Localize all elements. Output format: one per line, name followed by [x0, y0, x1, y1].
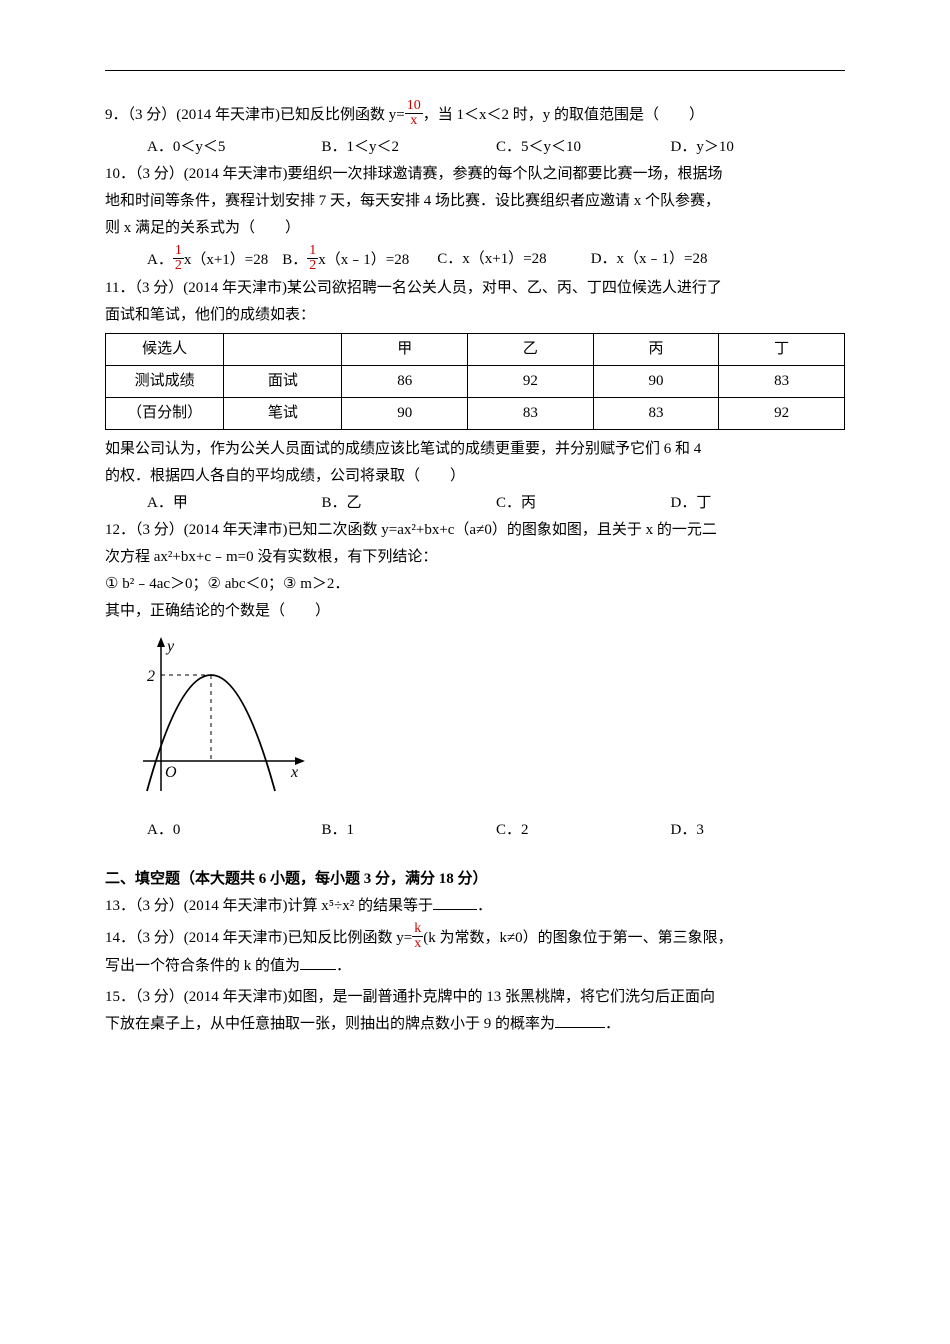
cell: 测试成绩 — [106, 366, 224, 398]
q10-b-pre: B． — [282, 252, 307, 268]
cell: 面试 — [224, 366, 342, 398]
y-label: y — [165, 638, 175, 655]
q12-options: A．0 B．1 C．2 D．3 — [105, 817, 845, 844]
q14-line2: 写出一个符合条件的 k 的值为 — [105, 958, 300, 974]
question-13: 13．（3 分）(2014 年天津市)计算 x⁵÷x² 的结果等于 ． — [105, 893, 845, 920]
table-row: （百分制） 笔试 90 83 83 92 — [106, 398, 845, 430]
q9-fraction: 10x — [405, 99, 423, 128]
q12-line1: 12．（3 分）(2014 年天津市)已知二次函数 y=ax²+bx+c（a≠0… — [105, 517, 845, 544]
q11-line3: 如果公司认为，作为公关人员面试的成绩应该比笔试的成绩更重要，并分别赋予它们 6 … — [105, 436, 845, 463]
origin-label: O — [165, 764, 177, 781]
top-rule — [105, 70, 845, 71]
cell: 92 — [468, 366, 594, 398]
section-2-header: 二、填空题（本大题共 6 小题，每小题 3 分，满分 18 分） — [105, 866, 845, 893]
q11-table-header: 候选人 甲 乙 丙 丁 — [106, 334, 845, 366]
q12-opt-d: D．3 — [671, 817, 846, 844]
q9-text: 9．（3 分）(2014 年天津市)已知反比例函数 y= — [105, 107, 405, 123]
page-container: 9．（3 分）(2014 年天津市)已知反比例函数 y=10x，当 1＜x＜2 … — [0, 0, 950, 1344]
spacer — [105, 844, 845, 856]
q10-line3: 则 x 满足的关系式为（ ） — [105, 215, 845, 242]
q10-opt-d: D．x（x﹣1）=28 — [591, 246, 708, 275]
q13-text: 13．（3 分）(2014 年天津市)计算 x⁵÷x² 的结果等于 — [105, 898, 433, 914]
q11-options: A．甲 B．乙 C．丙 D．丁 — [105, 490, 845, 517]
q14-pre: 14．（3 分）(2014 年天津市)已知反比例函数 y= — [105, 930, 412, 946]
q11-opt-a: A．甲 — [147, 490, 322, 517]
q11-opt-d: D．丁 — [671, 490, 846, 517]
parabola-svg: 2 y x O — [133, 631, 313, 803]
q10-b-post: x（x﹣1）=28 — [318, 252, 409, 268]
q12-opt-c: C．2 — [496, 817, 671, 844]
q9-options: A．0＜y＜5 B．1＜y＜2 C．5＜y＜10 D．y＞10 — [105, 134, 845, 161]
q13-tail: ． — [477, 898, 492, 914]
q10-line2: 地和时间等条件，赛程计划安排 7 天，每天安排 4 场比赛．设比赛组织者应邀请 … — [105, 188, 845, 215]
q9-tail: ，当 1＜x＜2 时，y 的取值范围是（ ） — [423, 107, 704, 123]
q12-opt-a: A．0 — [147, 817, 322, 844]
q14-blank — [300, 954, 336, 970]
th-yi: 乙 — [468, 334, 594, 366]
q11-line1: 11．（3 分）(2014 年天津市)某公司欲招聘一名公关人员，对甲、乙、丙、丁… — [105, 275, 845, 302]
q10-opt-a: A．12x（x+1）=28 — [147, 246, 268, 275]
x-label: x — [290, 764, 298, 781]
q11-line4: 的权．根据四人各自的平均成绩，公司将录取（ ） — [105, 463, 845, 490]
th-jia: 甲 — [342, 334, 468, 366]
cell: 86 — [342, 366, 468, 398]
question-15: 15．（3 分）(2014 年天津市)如图，是一副普通扑克牌中的 13 张黑桃牌… — [105, 984, 845, 1038]
q10-opt-c: C．x（x+1）=28 — [437, 246, 546, 275]
question-10: 10．（3 分）(2014 年天津市)要组织一次排球邀请赛，参赛的每个队之间都要… — [105, 161, 845, 242]
q15-tail: ． — [605, 1016, 620, 1032]
y-arrow-icon — [157, 637, 165, 647]
cell: 92 — [719, 398, 845, 430]
q10-a-fraction: 12 — [173, 244, 184, 273]
q9-opt-a: A．0＜y＜5 — [147, 134, 322, 161]
q9-opt-b: B．1＜y＜2 — [322, 134, 497, 161]
cell: 笔试 — [224, 398, 342, 430]
cell: 83 — [593, 398, 719, 430]
q10-options: A．12x（x+1）=28 B．12x（x﹣1）=28 C．x（x+1）=28 … — [105, 246, 845, 275]
cell: （百分制） — [106, 398, 224, 430]
cell: 90 — [593, 366, 719, 398]
q10-a-pre: A． — [147, 252, 173, 268]
th-ding: 丁 — [719, 334, 845, 366]
q10-b-fraction: 12 — [307, 244, 318, 273]
q12-opt-b: B．1 — [322, 817, 497, 844]
cell: 83 — [719, 366, 845, 398]
q11-line2: 面试和笔试，他们的成绩如表： — [105, 302, 845, 329]
q12-line4: 其中，正确结论的个数是（ ） — [105, 598, 845, 625]
table-row: 测试成绩 面试 86 92 90 83 — [106, 366, 845, 398]
q12-line3: ① b²﹣4ac＞0；② abc＜0；③ m＞2． — [105, 571, 845, 598]
q14-fraction: kx — [412, 922, 423, 951]
q11-table: 候选人 甲 乙 丙 丁 测试成绩 面试 86 92 90 83 （百分制） 笔试… — [105, 333, 845, 430]
q10-line1: 10．（3 分）(2014 年天津市)要组织一次排球邀请赛，参赛的每个队之间都要… — [105, 161, 845, 188]
q14-tail: ． — [336, 958, 351, 974]
q14-mid: (k 为常数，k≠0）的图象位于第一、第三象限， — [423, 930, 732, 946]
q9-opt-d: D．y＞10 — [671, 134, 846, 161]
q13-blank — [433, 894, 477, 910]
th-candidate: 候选人 — [106, 334, 224, 366]
th-bing: 丙 — [593, 334, 719, 366]
q11-opt-c: C．丙 — [496, 490, 671, 517]
q15-line2: 下放在桌子上，从中任意抽取一张，则抽出的牌点数小于 9 的概率为 — [105, 1016, 555, 1032]
q15-line1: 15．（3 分）(2014 年天津市)如图，是一副普通扑克牌中的 13 张黑桃牌… — [105, 984, 845, 1011]
q9-opt-c: C．5＜y＜10 — [496, 134, 671, 161]
q15-blank — [555, 1012, 605, 1028]
tick-2: 2 — [147, 668, 155, 685]
th-blank — [224, 334, 342, 366]
cell: 83 — [468, 398, 594, 430]
question-9: 9．（3 分）(2014 年天津市)已知反比例函数 y=10x，当 1＜x＜2 … — [105, 101, 845, 130]
q12-line2: 次方程 ax²+bx+c﹣m=0 没有实数根，有下列结论： — [105, 544, 845, 571]
q10-a-post: x（x+1）=28 — [184, 252, 268, 268]
question-11: 11．（3 分）(2014 年天津市)某公司欲招聘一名公关人员，对甲、乙、丙、丁… — [105, 275, 845, 329]
q11-opt-b: B．乙 — [322, 490, 497, 517]
cell: 90 — [342, 398, 468, 430]
question-14: 14．（3 分）(2014 年天津市)已知反比例函数 y=kx(k 为常数，k≠… — [105, 924, 845, 980]
q12-graph: 2 y x O — [133, 631, 845, 813]
question-12: 12．（3 分）(2014 年天津市)已知二次函数 y=ax²+bx+c（a≠0… — [105, 517, 845, 625]
q10-opt-b: B．12x（x﹣1）=28 — [282, 246, 409, 275]
